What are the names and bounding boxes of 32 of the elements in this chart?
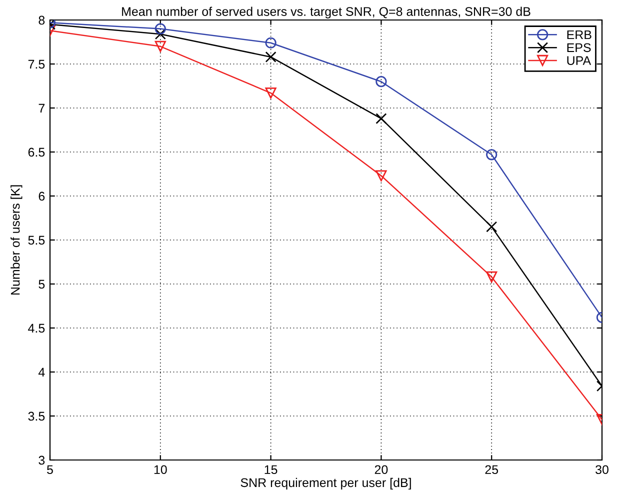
point xyxy=(376,170,387,182)
y-tick-label: 5.5 xyxy=(28,236,45,245)
y-tick-label: 6.5 xyxy=(28,148,45,157)
x-tick-label: 5 xyxy=(47,465,53,474)
x-tick-label: 10 xyxy=(154,465,167,474)
x-tick-label: 30 xyxy=(596,465,608,474)
chart-title: Mean number of served users vs. target SNR, Q=8 antennas, SNR=30 dB xyxy=(122,6,530,18)
point xyxy=(376,76,387,88)
y-axis-title: Number of users [K] xyxy=(10,185,22,295)
legend-label: UPA xyxy=(567,56,592,65)
y-tick-label: 3 xyxy=(38,456,45,465)
y-tick-label: 5 xyxy=(38,280,45,289)
point xyxy=(265,37,276,48)
y-tick-label: 7.5 xyxy=(28,60,45,69)
legend-label: ERB xyxy=(567,30,592,40)
y-tick-label: 6 xyxy=(38,192,45,201)
x-tick-label: 20 xyxy=(374,465,388,474)
y-tick-label: 4.5 xyxy=(28,324,45,333)
point xyxy=(265,51,276,63)
point xyxy=(154,28,166,40)
x-axis-title: SNR requirement per user [dB] xyxy=(240,478,411,490)
point xyxy=(376,113,387,124)
y-tick-label: 7 xyxy=(38,104,45,113)
y-tick-label: 4 xyxy=(38,368,45,377)
y-tick-label: 8 xyxy=(38,16,45,25)
point xyxy=(154,40,166,52)
point xyxy=(154,23,166,34)
y-tick-label: 3.5 xyxy=(28,412,45,421)
x-tick-label: 15 xyxy=(264,465,278,474)
legend-label: EPS xyxy=(567,43,591,52)
point xyxy=(265,87,276,99)
x-tick-label: 25 xyxy=(485,465,498,474)
